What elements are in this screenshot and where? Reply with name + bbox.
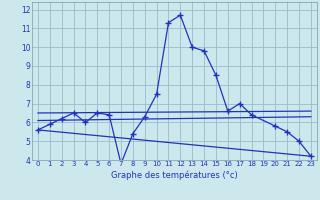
X-axis label: Graphe des températures (°c): Graphe des températures (°c) — [111, 170, 238, 180]
